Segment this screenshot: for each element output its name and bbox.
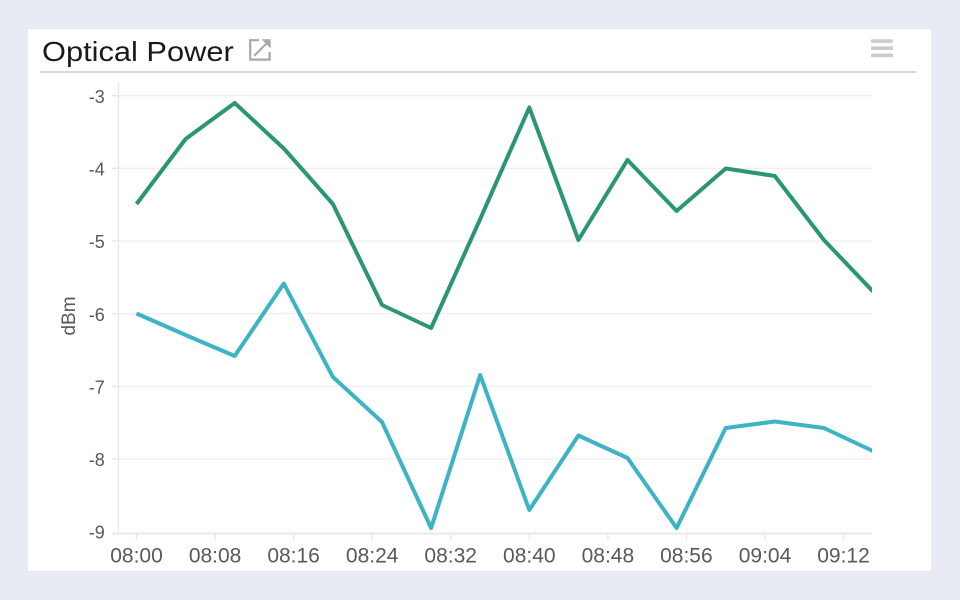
svg-text:-9: -9: [89, 523, 105, 543]
svg-text:09:04: 09:04: [739, 544, 792, 567]
svg-text:-6: -6: [89, 305, 105, 325]
svg-text:08:48: 08:48: [582, 544, 635, 567]
svg-text:08:32: 08:32: [424, 544, 477, 567]
svg-text:-3: -3: [89, 87, 105, 107]
svg-text:08:40: 08:40: [503, 544, 556, 567]
svg-text:-4: -4: [89, 160, 105, 180]
svg-text:-5: -5: [89, 232, 105, 252]
svg-text:08:56: 08:56: [660, 544, 713, 567]
svg-text:08:24: 08:24: [346, 544, 399, 567]
svg-text:08:08: 08:08: [189, 544, 242, 567]
svg-text:-8: -8: [89, 450, 105, 470]
svg-text:-7: -7: [89, 378, 105, 398]
svg-text:dBm: dBm: [59, 296, 80, 335]
svg-text:09:12: 09:12: [817, 544, 870, 567]
svg-text:08:16: 08:16: [267, 544, 320, 567]
svg-text:08:00: 08:00: [110, 544, 163, 567]
